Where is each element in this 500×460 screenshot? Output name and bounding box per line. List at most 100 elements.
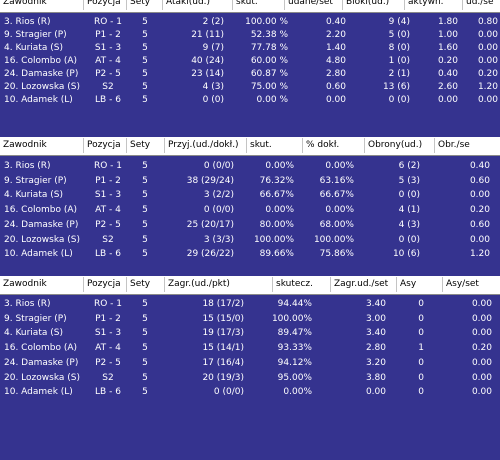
table-row[interactable]: 9. Stragier (P) P1 - 2 5 21 (11) 52.38 % 2.20… (0, 29, 500, 41)
cell-ataki-ud: 9 (7) (202, 43, 224, 53)
table-row[interactable]: 4. Kuriata (S) S1 - 3 5 3 (2/2) 66.67% 66.67%… (0, 189, 500, 201)
column-header-skutecz[interactable]: skutecz. (276, 279, 313, 289)
cell-obr-se: 0.00 (469, 234, 490, 245)
column-header-skut[interactable]: skut. (236, 0, 258, 7)
cell-zagr-ud-set: 3.20 (365, 357, 386, 368)
column-header-zawodnik[interactable]: Zawodnik (3, 140, 47, 150)
column-header-zagr-ud-pkt[interactable]: Zagr.(ud./pkt) (168, 279, 230, 289)
table-row[interactable]: 16. Colombo (A) AT - 4 5 40 (24) 60.00 % 4.80… (0, 55, 500, 67)
cell-zawodnik: 24. Damaske (P) (4, 357, 79, 368)
cell-dok: 100.00% (313, 234, 354, 245)
table-row[interactable]: 24. Damaske (P) P2 - 5 5 23 (14) 60.87 % 2.80… (0, 68, 500, 80)
column-header-aktywn[interactable]: aktywn. (408, 0, 444, 7)
column-header-dok[interactable]: % dokł. (306, 140, 340, 150)
column-header-pozycja[interactable]: Pozycja (87, 140, 121, 150)
column-divider[interactable] (462, 0, 463, 10)
column-divider[interactable] (396, 277, 397, 292)
column-divider[interactable] (342, 0, 343, 10)
column-divider[interactable] (126, 277, 127, 292)
cell-skutecz: 94.12% (277, 357, 312, 368)
table-row[interactable]: 24. Damaske (P) P2 - 5 5 25 (20/17) 80.00% 68… (0, 219, 500, 231)
column-divider[interactable] (404, 0, 405, 10)
column-divider[interactable] (164, 277, 165, 292)
table-row[interactable]: 3. Rios (R) RO - 1 5 0 (0/0) 0.00% 0.00% 6 (2)… (0, 160, 500, 172)
column-divider[interactable] (364, 138, 365, 153)
table-row[interactable]: 3. Rios (R) RO - 1 5 18 (17/2) 94.44% 3.40 0 0.… (0, 298, 500, 310)
cell-asy: 0 (418, 357, 424, 368)
cell-przyj-ud-dok: 3 (3/3) (203, 234, 234, 245)
cell-ud-se: 0.00 (477, 95, 498, 105)
cell-pozycja: RO - 1 (93, 299, 123, 309)
table-row[interactable]: 10. Adamek (L) LB - 6 5 0 (0) 0.00 % 0.00 0 (0… (0, 94, 500, 106)
cell-zagr-ud-pkt: 15 (14/1) (202, 343, 244, 354)
table-row[interactable]: 20. Lozowska (S) S2 5 4 (3) 75.00 % 0.60 13 (6… (0, 81, 500, 93)
table-row[interactable]: 10. Adamek (L) LB - 6 5 0 (0/0) 0.00% 0.00 0 0.… (0, 386, 500, 398)
column-divider[interactable] (83, 0, 84, 10)
table-row[interactable]: 9. Stragier (P) P1 - 2 5 38 (29/24) 76.32% 63… (0, 175, 500, 187)
column-header-bloki-ud[interactable]: Bloki(ud.) (346, 0, 390, 7)
table-row[interactable]: 16. Colombo (A) AT - 4 5 15 (14/1) 93.33% 2.8… (0, 342, 500, 354)
column-divider[interactable] (272, 277, 273, 292)
table-row[interactable]: 3. Rios (R) RO - 1 5 2 (2) 100.00 % 0.40 9 (4)… (0, 16, 500, 28)
column-divider[interactable] (246, 138, 247, 153)
column-divider[interactable] (434, 138, 435, 153)
column-header-asy-set[interactable]: Asy/set (446, 279, 479, 289)
column-divider[interactable] (83, 277, 84, 292)
cell-dok: 68.00% (319, 219, 354, 230)
column-header-sety[interactable]: Sety (130, 279, 151, 289)
table-row[interactable]: 16. Colombo (A) AT - 4 5 0 (0/0) 0.00% 0.00% 4… (0, 204, 500, 216)
cell-sety: 5 (142, 205, 148, 216)
cell-pozycja: P1 - 2 (95, 313, 121, 324)
column-divider[interactable] (330, 277, 331, 292)
column-header-obrony-ud[interactable]: Obrony(ud.) (368, 140, 423, 150)
table-row[interactable]: 9. Stragier (P) P1 - 2 5 15 (15/0) 100.00% 3.… (0, 313, 500, 325)
column-header-sety[interactable]: Sety (130, 140, 151, 150)
table-row[interactable]: 10. Adamek (L) LB - 6 5 29 (26/22) 89.66% 75.… (0, 248, 500, 260)
column-divider[interactable] (164, 138, 165, 153)
cell-skut: 80.00% (259, 219, 294, 230)
column-header-pozycja[interactable]: Pozycja (87, 0, 121, 7)
column-header-ataki-ud[interactable]: Ataki(ud.) (166, 0, 211, 7)
column-header-udane-set[interactable]: udane/set (288, 0, 333, 7)
column-header-asy[interactable]: Asy (400, 279, 417, 289)
table-row[interactable]: 24. Damaske (P) P2 - 5 5 17 (16/4) 94.12% 3.2… (0, 357, 500, 369)
cell-zagr-ud-set: 2.80 (365, 343, 386, 354)
cell-dok: 0.00% (325, 161, 354, 171)
cell-zagr-ud-set: 3.00 (365, 313, 386, 324)
column-divider[interactable] (232, 0, 233, 10)
column-divider[interactable] (302, 138, 303, 153)
column-header-pozycja[interactable]: Pozycja (87, 279, 121, 289)
column-header-ud-se[interactable]: ud./se (466, 0, 494, 7)
cell-zawodnik: 16. Colombo (A) (4, 56, 77, 66)
table-row[interactable]: 4. Kuriata (S) S1 - 3 5 19 (17/3) 89.47% 3.40… (0, 327, 500, 339)
cell-zawodnik: 3. Rios (R) (4, 299, 51, 309)
column-header-obr-se[interactable]: Obr./se (438, 140, 470, 150)
cell-sety: 5 (142, 69, 148, 79)
cell-ud-se: 0.80 (477, 17, 498, 27)
column-divider[interactable] (162, 0, 163, 10)
column-header-zawodnik[interactable]: Zawodnik (3, 0, 47, 7)
cell-zawodnik: 24. Damaske (P) (4, 219, 79, 230)
cell-skut: 75.00 % (250, 82, 288, 92)
table-row[interactable]: 20. Lozowska (S) S2 5 20 (19/3) 95.00% 3.80 0 0… (0, 372, 500, 384)
table-row[interactable]: 4. Kuriata (S) S1 - 3 5 9 (7) 77.78 % 1.40 8 (… (0, 42, 500, 54)
column-header-skut[interactable]: skut. (250, 140, 272, 150)
cell-obr-se: 0.60 (469, 175, 490, 186)
column-divider[interactable] (284, 0, 285, 10)
cell-skutecz: 93.33% (277, 343, 312, 354)
table-row[interactable]: 20. Lozowska (S) S2 5 3 (3/3) 100.00% 100.00%… (0, 234, 500, 246)
column-divider[interactable] (126, 138, 127, 153)
cell-dok: 66.67% (319, 190, 354, 201)
column-divider[interactable] (83, 138, 84, 153)
column-divider[interactable] (442, 277, 443, 292)
column-divider[interactable] (126, 0, 127, 10)
column-header-zagr-ud-set[interactable]: Zagr.ud./set (334, 279, 389, 289)
column-header-zawodnik[interactable]: Zawodnik (3, 279, 47, 289)
cell-przyj-ud-dok: 25 (20/17) (186, 219, 234, 230)
cell-skut: 100.00% (253, 234, 294, 245)
cell-pozycja: LB - 6 (95, 95, 121, 105)
column-header-przyj-ud-dok[interactable]: Przyj.(ud./dokł.) (168, 140, 239, 150)
column-header-sety[interactable]: Sety (130, 0, 151, 7)
cell-pozycja: P1 - 2 (95, 175, 121, 186)
cell-bloki-ud: 9 (4) (388, 17, 410, 27)
